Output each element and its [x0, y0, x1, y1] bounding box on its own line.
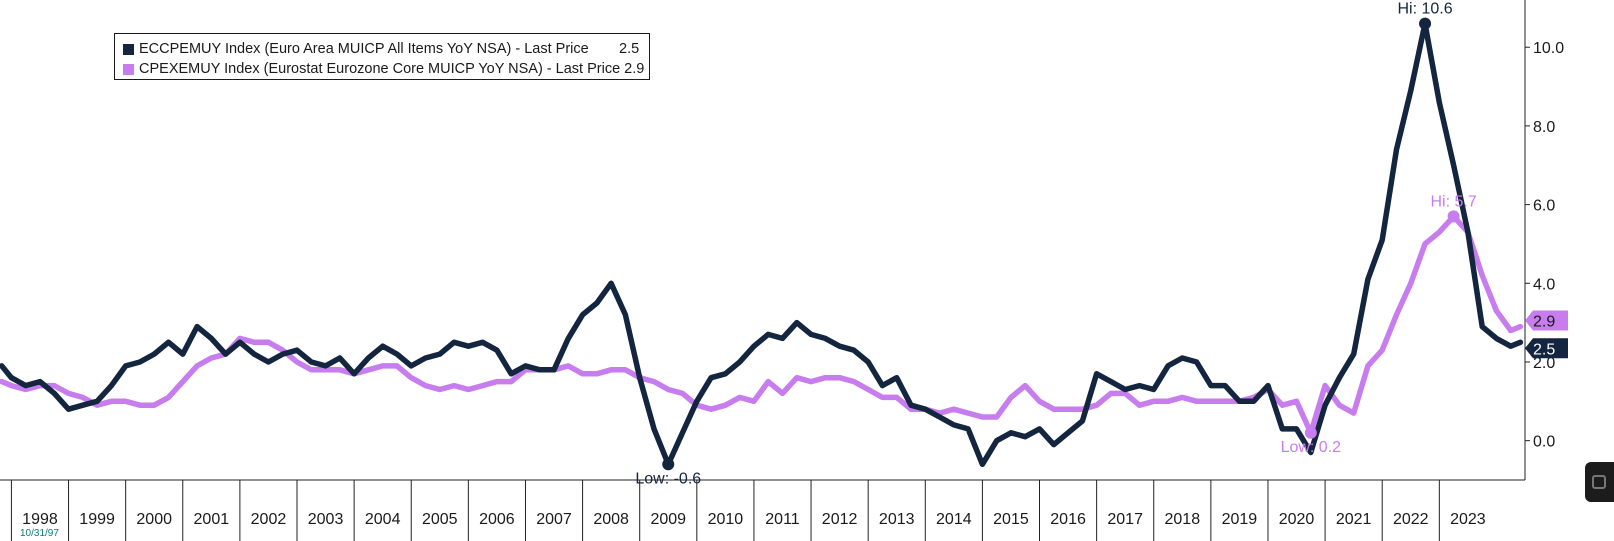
x-tick-label-19: 2016 — [1050, 511, 1086, 528]
legend-value-headline: 2.5 — [619, 41, 639, 57]
annotation-marker-0 — [1419, 18, 1431, 30]
x-tick-label-25: 2022 — [1393, 511, 1429, 528]
x-axis: 1997 1998 1999 2000 2001 2002 2003 2004 2005 2006… — [0, 480, 1525, 541]
annotation-marker-1 — [662, 458, 674, 470]
legend-entry-core: CPEXEMUY Index (Eurostat Eurozone Core M… — [123, 59, 649, 79]
y-tick-label-0: 0.0 — [1533, 434, 1555, 451]
legend-swatch-core — [123, 64, 134, 75]
line-chart: Hi: 10.6Low: -0.6Hi: 5.7Low: 0.2 1997199… — [0, 0, 1614, 541]
x-tick-label-20: 2017 — [1107, 511, 1143, 528]
x-tick-label-11: 2008 — [593, 511, 629, 528]
annotation-label-2: Hi: 5.7 — [1430, 193, 1476, 210]
expand-icon — [1592, 475, 1606, 489]
x-tick-label-17: 2014 — [936, 511, 972, 528]
annotation-label-3: Low: 0.2 — [1281, 439, 1342, 456]
x-tick-label-23: 2020 — [1279, 511, 1315, 528]
legend-value-core: 2.9 — [624, 61, 644, 77]
series-line-core — [2, 216, 1521, 432]
series-line-headline — [2, 24, 1521, 465]
scroll-handle[interactable] — [1585, 462, 1614, 502]
x-tick-label-4: 2001 — [194, 511, 230, 528]
x-tick-label-16: 2013 — [879, 511, 915, 528]
legend-swatch-headline — [123, 44, 134, 55]
y-tick-label-3: 6.0 — [1533, 198, 1555, 215]
x-tick-label-1: 1998 — [22, 511, 58, 528]
x-tick-label-2: 1999 — [79, 511, 115, 528]
x-tick-label-15: 2012 — [822, 511, 858, 528]
annotation-label-0: Hi: 10.6 — [1397, 1, 1452, 18]
x-tick-label-12: 2009 — [650, 511, 686, 528]
x-tick-label-0: 1997 — [0, 511, 1, 528]
y-tick-label-2: 4.0 — [1533, 276, 1555, 293]
legend: ECCPEMUY Index (Euro Area MUICP All Item… — [114, 33, 650, 80]
y-tick-label-5: 10.0 — [1533, 40, 1564, 57]
legend-entry-headline: ECCPEMUY Index (Euro Area MUICP All Item… — [123, 39, 649, 59]
x-tick-label-8: 2005 — [422, 511, 458, 528]
x-tick-label-9: 2006 — [479, 511, 515, 528]
x-tick-label-3: 2000 — [136, 511, 172, 528]
annotation-marker-3 — [1305, 427, 1317, 439]
x-tick-label-18: 2015 — [993, 511, 1029, 528]
last-price-label-0: 2.5 — [1533, 341, 1555, 358]
x-tick-label-7: 2004 — [365, 511, 401, 528]
x-tick-label-13: 2010 — [708, 511, 744, 528]
x-tick-label-22: 2019 — [1222, 511, 1258, 528]
last-price-label-1: 2.9 — [1533, 314, 1555, 331]
x-tick-label-5: 2002 — [251, 511, 287, 528]
annotation-marker-2 — [1448, 210, 1460, 222]
x-tick-label-21: 2018 — [1165, 511, 1201, 528]
annotation-label-1: Low: -0.6 — [635, 470, 701, 487]
y-axis: 0.02.04.06.08.010.02.52.9 — [1525, 0, 1568, 480]
x-tick-label-24: 2021 — [1336, 511, 1372, 528]
legend-label-core: CPEXEMUY Index (Eurostat Eurozone Core M… — [139, 61, 620, 77]
x-tick-label-14: 2011 — [765, 511, 800, 528]
legend-label-headline: ECCPEMUY Index (Euro Area MUICP All Item… — [139, 41, 639, 57]
start-date-label: 10/31/97 — [20, 528, 59, 539]
x-tick-label-10: 2007 — [536, 511, 572, 528]
y-tick-label-4: 8.0 — [1533, 119, 1555, 136]
x-tick-label-6: 2003 — [308, 511, 344, 528]
x-tick-label-26: 2023 — [1450, 511, 1486, 528]
